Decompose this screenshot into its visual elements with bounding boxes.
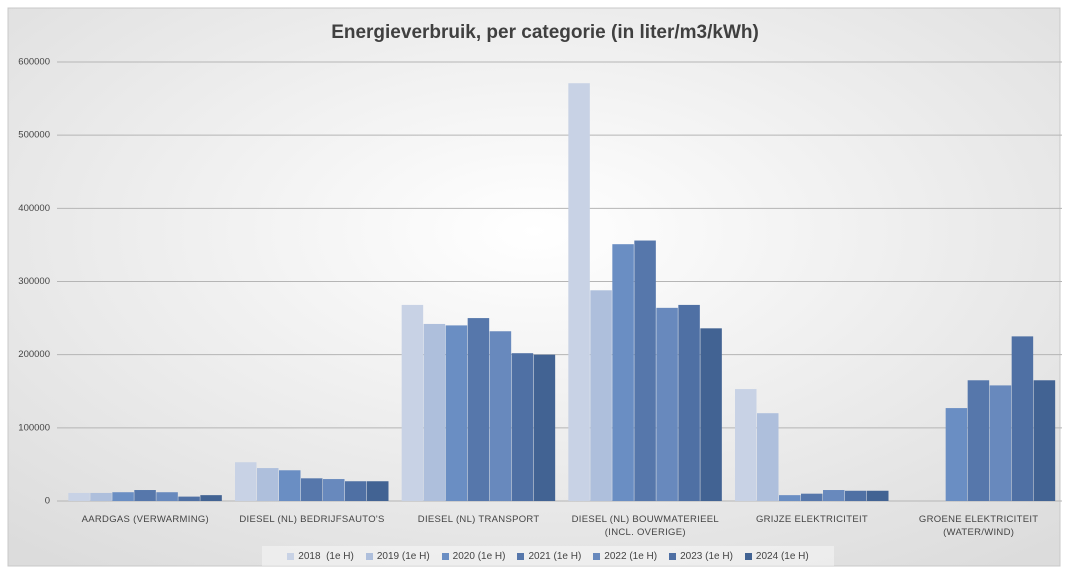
legend-swatch: [441, 552, 449, 560]
bar: [323, 479, 345, 501]
bar: [68, 492, 90, 501]
bar: [867, 490, 889, 501]
y-tick-label: 0: [45, 496, 50, 507]
bar: [590, 290, 612, 501]
legend-label: 2020 (1e H): [452, 550, 506, 562]
bar: [779, 495, 801, 501]
bar: [257, 468, 279, 501]
x-tick-label: DIESEL (NL) BEDRIJFSAUTO'S: [239, 514, 385, 525]
legend-label: 2019 (1e H): [376, 550, 430, 562]
bar: [467, 318, 490, 501]
legend-label: 2018 (1e H): [298, 550, 354, 562]
bar: [1011, 336, 1034, 501]
x-tick-label: AARDGAS (VERWARMING): [81, 514, 210, 525]
bar: [301, 478, 323, 501]
legend-swatch: [287, 552, 295, 560]
bar: [345, 481, 367, 501]
legend-item: 2020 (1e H): [441, 550, 506, 562]
legend-label: 2024 (1e H): [755, 550, 809, 562]
bar: [945, 408, 968, 501]
legend-swatch: [669, 552, 677, 560]
legend-swatch: [744, 552, 752, 560]
y-tick-label: 500000: [18, 130, 50, 141]
legend-label: 2022 (1e H): [604, 550, 658, 562]
bar: [423, 323, 446, 501]
bar: [989, 385, 1012, 501]
bar: [235, 462, 257, 501]
bar: [489, 331, 512, 501]
legend-swatch: [593, 552, 601, 560]
legend-item: 2019 (1e H): [365, 550, 430, 562]
bar: [533, 354, 556, 501]
bar: [612, 244, 634, 501]
bar: [134, 490, 156, 501]
bar: [967, 380, 990, 501]
legend-item: 2023 (1e H): [669, 551, 733, 562]
bar: [112, 492, 134, 501]
y-tick-label: 200000: [18, 349, 50, 360]
bar: [279, 470, 301, 501]
bar: [656, 307, 678, 501]
bar: [445, 325, 468, 501]
legend-item: 2022 (1e H): [593, 551, 657, 562]
y-tick-label: 400000: [18, 203, 50, 214]
legend-swatch: [517, 552, 525, 560]
x-tick-label: GROENE ELEKTRICITEIT (WATER/WIND): [918, 514, 1039, 538]
bar: [401, 304, 424, 501]
bar: [367, 481, 389, 501]
y-tick-label: 300000: [18, 276, 50, 287]
legend-item: 2018 (1e H): [287, 551, 354, 562]
bar: [678, 304, 700, 501]
bar: [823, 490, 845, 501]
bar: [845, 490, 867, 501]
bar: [511, 353, 534, 501]
legend: 2018 (1e H) 2019 (1e H) 2020 (1e H) 2021 (1…: [262, 546, 834, 566]
bar: [757, 413, 779, 501]
bar: [178, 496, 200, 501]
x-tick-label: GRIJZE ELEKTRICITEIT: [755, 514, 869, 525]
bar: [634, 240, 656, 501]
bar: [735, 389, 757, 501]
bar: [568, 83, 590, 502]
legend-label: 2021 (1e H): [528, 550, 582, 562]
bar: [700, 328, 722, 501]
legend-swatch: [365, 552, 373, 560]
legend-item: 2021 (1e H): [517, 551, 581, 562]
chart-title: Energieverbruik, per categorie (in liter…: [331, 22, 759, 43]
bar: [200, 495, 222, 501]
bar: [90, 492, 112, 501]
y-tick-label: 600000: [18, 57, 50, 68]
x-tick-label: DIESEL (NL) BOUWMATERIEEL (INCL. OVERIGE…: [571, 514, 720, 538]
bar: [156, 492, 178, 501]
bar: [1033, 380, 1056, 501]
bar: [801, 493, 823, 501]
legend-label: 2023 (1e H): [680, 550, 733, 562]
y-tick-label: 100000: [18, 422, 50, 433]
legend-item: 2024 (1e H): [744, 550, 809, 562]
x-tick-label: DIESEL (NL) TRANSPORT: [417, 514, 540, 525]
